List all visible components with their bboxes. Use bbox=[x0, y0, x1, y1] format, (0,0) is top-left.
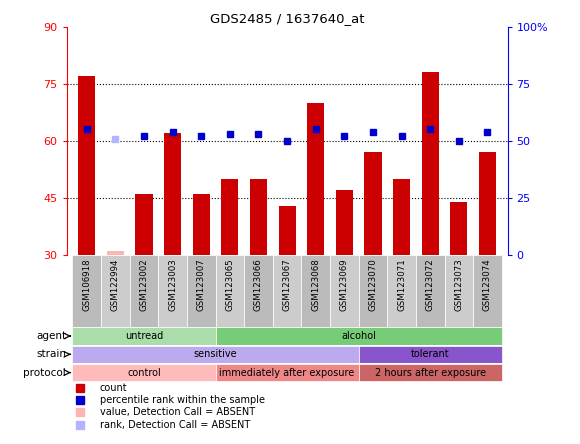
Bar bbox=[135, 194, 153, 255]
Text: GSM123070: GSM123070 bbox=[368, 259, 378, 311]
Text: GSM123007: GSM123007 bbox=[197, 259, 206, 311]
Bar bbox=[130, 255, 158, 327]
Text: GSM123071: GSM123071 bbox=[397, 259, 406, 311]
Bar bbox=[358, 255, 387, 327]
Bar bbox=[221, 179, 238, 255]
Text: strain: strain bbox=[36, 349, 66, 359]
Bar bbox=[72, 345, 358, 363]
Bar bbox=[244, 255, 273, 327]
Text: GSM123003: GSM123003 bbox=[168, 259, 177, 311]
Bar bbox=[393, 179, 410, 255]
Text: GSM123069: GSM123069 bbox=[340, 259, 349, 311]
Bar bbox=[302, 255, 330, 327]
Bar bbox=[387, 255, 416, 327]
Bar bbox=[450, 202, 467, 255]
Text: untread: untread bbox=[125, 331, 163, 341]
Bar bbox=[72, 255, 101, 327]
Text: GSM123066: GSM123066 bbox=[254, 259, 263, 311]
Bar bbox=[164, 133, 181, 255]
Bar bbox=[358, 364, 502, 381]
Bar bbox=[358, 345, 502, 363]
Bar bbox=[444, 255, 473, 327]
Text: immediately after exposure: immediately after exposure bbox=[219, 368, 355, 377]
Bar bbox=[101, 255, 130, 327]
Bar bbox=[72, 364, 216, 381]
Title: GDS2485 / 1637640_at: GDS2485 / 1637640_at bbox=[210, 12, 364, 25]
Bar bbox=[307, 103, 324, 255]
Text: GSM123067: GSM123067 bbox=[282, 259, 292, 311]
Text: GSM123074: GSM123074 bbox=[483, 259, 492, 311]
Bar bbox=[216, 327, 502, 345]
Text: GSM106918: GSM106918 bbox=[82, 259, 91, 311]
Text: GSM123073: GSM123073 bbox=[454, 259, 463, 311]
Bar bbox=[422, 72, 439, 255]
Bar bbox=[193, 194, 210, 255]
Text: agent: agent bbox=[36, 331, 66, 341]
Text: GSM123068: GSM123068 bbox=[311, 259, 320, 311]
Text: 2 hours after exposure: 2 hours after exposure bbox=[375, 368, 486, 377]
Text: GSM122994: GSM122994 bbox=[111, 259, 120, 311]
Text: protocol: protocol bbox=[23, 368, 66, 377]
Bar bbox=[364, 152, 382, 255]
Text: count: count bbox=[100, 383, 128, 393]
Bar bbox=[78, 76, 95, 255]
Text: GSM123072: GSM123072 bbox=[426, 259, 435, 311]
Bar bbox=[107, 251, 124, 255]
Bar bbox=[278, 206, 296, 255]
Bar bbox=[473, 255, 502, 327]
Bar bbox=[72, 327, 216, 345]
Bar bbox=[158, 255, 187, 327]
Bar bbox=[187, 255, 216, 327]
Text: value, Detection Call = ABSENT: value, Detection Call = ABSENT bbox=[100, 407, 255, 417]
Bar bbox=[273, 255, 302, 327]
Bar bbox=[216, 255, 244, 327]
Text: GSM123002: GSM123002 bbox=[139, 259, 148, 311]
Bar bbox=[330, 255, 358, 327]
Text: GSM123065: GSM123065 bbox=[226, 259, 234, 311]
Text: alcohol: alcohol bbox=[341, 331, 376, 341]
Bar bbox=[216, 364, 358, 381]
Bar bbox=[250, 179, 267, 255]
Bar bbox=[336, 190, 353, 255]
Text: tolerant: tolerant bbox=[411, 349, 450, 359]
Text: percentile rank within the sample: percentile rank within the sample bbox=[100, 395, 264, 405]
Text: sensitive: sensitive bbox=[194, 349, 237, 359]
Text: control: control bbox=[127, 368, 161, 377]
Text: rank, Detection Call = ABSENT: rank, Detection Call = ABSENT bbox=[100, 420, 250, 429]
Bar bbox=[416, 255, 444, 327]
Bar bbox=[479, 152, 496, 255]
